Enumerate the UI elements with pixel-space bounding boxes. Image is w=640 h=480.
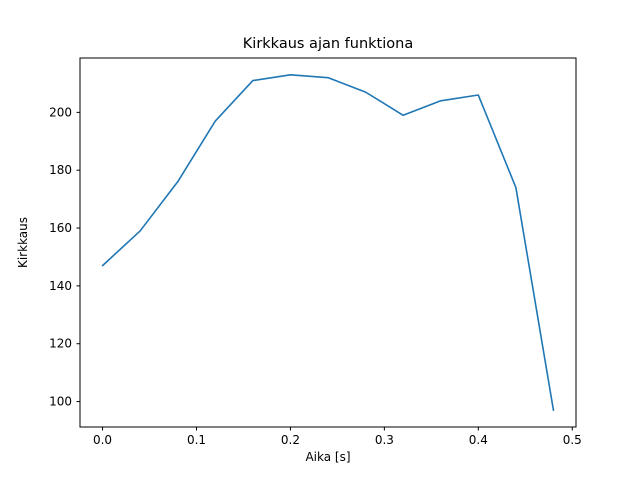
- x-tick-label: 0.1: [187, 433, 206, 447]
- y-tick-label: 160: [49, 221, 72, 235]
- x-axis-label: Aika [s]: [305, 450, 350, 464]
- y-tick-label: 180: [49, 163, 72, 177]
- x-tick-label: 0.4: [469, 433, 488, 447]
- y-axis-label: Kirkkaus: [16, 217, 30, 268]
- plot-area: 0.0 0.1 0.2 0.3 0.4 0.5 100 120 140 160 180 200: [49, 57, 582, 447]
- x-tick-label: 0.3: [375, 433, 394, 447]
- y-tick-label: 140: [49, 279, 72, 293]
- x-tick-label: 0.2: [281, 433, 300, 447]
- data-series-line: [101, 73, 555, 412]
- y-tick-label: 120: [49, 337, 72, 351]
- chart-title: Kirkkaus ajan funktiona: [243, 36, 413, 52]
- axes-spines: [79, 57, 577, 428]
- x-tick-label: 0.0: [93, 433, 112, 447]
- y-tick-label: 100: [49, 395, 72, 409]
- y-tick-label: 200: [49, 105, 72, 119]
- x-tick-label: 0.5: [563, 433, 582, 447]
